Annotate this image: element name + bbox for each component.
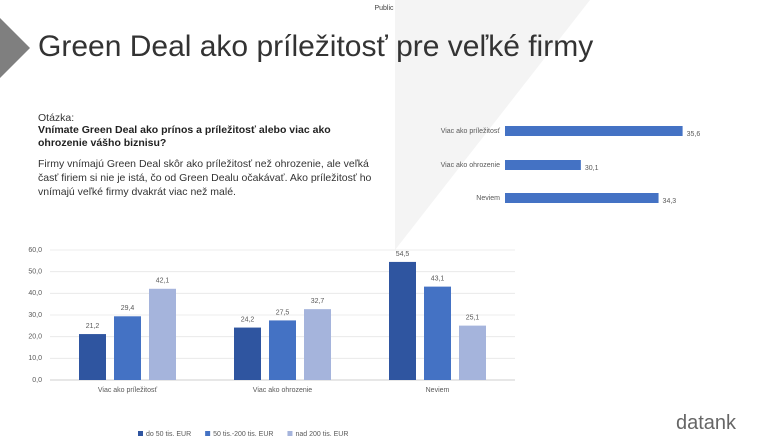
bar bbox=[389, 261, 416, 380]
summary: Firmy vnímajú Green Deal skôr ako prílež… bbox=[38, 158, 372, 198]
category-label: Viac ako príležitosť bbox=[441, 128, 501, 135]
legend-label: nad 200 tis. EUR bbox=[295, 431, 348, 438]
y-tick-label: 50,0 bbox=[28, 269, 42, 276]
value-label: 27,5 bbox=[276, 309, 290, 316]
legend-swatch bbox=[138, 431, 143, 436]
bar bbox=[269, 320, 296, 380]
y-tick-label: 30,0 bbox=[28, 312, 42, 319]
value-label: 54,5 bbox=[396, 251, 410, 258]
y-tick-label: 40,0 bbox=[28, 290, 42, 297]
slide-title: Green Deal ako príležitosť pre veľké fir… bbox=[38, 30, 594, 63]
value-label: 42,1 bbox=[156, 278, 170, 285]
value-label: 35,6 bbox=[687, 131, 701, 138]
bar bbox=[424, 286, 451, 380]
legend-swatch bbox=[287, 431, 293, 436]
bar bbox=[505, 160, 581, 170]
bar bbox=[505, 126, 683, 136]
classification: Public bbox=[374, 5, 394, 12]
deco-shape bbox=[395, 0, 590, 250]
bar bbox=[234, 327, 261, 380]
question-text: Vnímate Green Deal ako prínos a príležit… bbox=[38, 124, 331, 149]
legend-swatch bbox=[205, 431, 211, 436]
question-label: Otázka: bbox=[38, 112, 75, 124]
bar bbox=[149, 288, 176, 380]
y-tick-label: 20,0 bbox=[28, 334, 42, 341]
y-tick-label: 60,0 bbox=[28, 247, 42, 254]
value-label: 34,3 bbox=[663, 198, 677, 205]
bar bbox=[459, 325, 486, 380]
x-tick-label: Viac ako príležitosť bbox=[98, 387, 158, 394]
legend-label: 50 tis.-200 tis. EUR bbox=[213, 431, 273, 438]
x-tick-label: Neviem bbox=[426, 387, 450, 394]
bar bbox=[304, 309, 331, 380]
y-tick-label: 10,0 bbox=[28, 355, 42, 362]
logo: datank bbox=[676, 412, 737, 434]
value-label: 30,1 bbox=[585, 165, 599, 172]
bar bbox=[505, 193, 659, 203]
deco-triangle bbox=[0, 18, 30, 78]
value-label: 25,1 bbox=[466, 314, 480, 321]
bar bbox=[114, 316, 141, 380]
value-label: 21,2 bbox=[86, 323, 100, 330]
category-label: Neviem bbox=[476, 195, 500, 202]
legend-label: do 50 tis. EUR bbox=[146, 431, 191, 438]
y-tick-label: 0,0 bbox=[32, 377, 42, 384]
value-label: 32,7 bbox=[311, 298, 325, 305]
value-label: 43,1 bbox=[431, 275, 445, 282]
bar bbox=[79, 334, 106, 380]
category-label: Viac ako ohrozenie bbox=[441, 162, 501, 169]
value-label: 29,4 bbox=[121, 305, 135, 312]
value-label: 24,2 bbox=[241, 316, 255, 323]
x-tick-label: Viac ako ohrozenie bbox=[253, 387, 313, 394]
